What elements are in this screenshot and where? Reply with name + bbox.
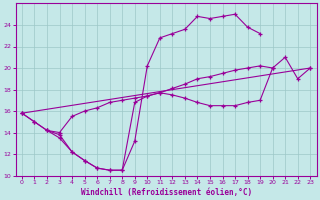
X-axis label: Windchill (Refroidissement éolien,°C): Windchill (Refroidissement éolien,°C)	[81, 188, 252, 197]
